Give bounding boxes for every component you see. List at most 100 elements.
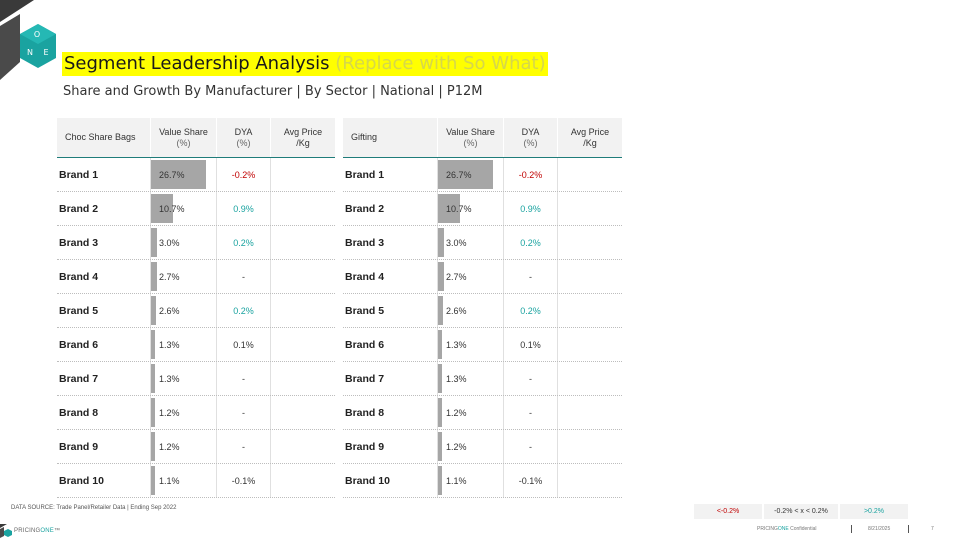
table-gifting: Gifting Value Share (%) DYA (%) Avg Price /…: [343, 118, 622, 498]
dya-value: -: [503, 362, 557, 395]
logo-letter-n: N: [27, 48, 33, 57]
avg-price-cell: [557, 192, 622, 225]
dya-value: 0.2%: [216, 226, 270, 259]
header-dya-unit: (%): [523, 137, 538, 148]
brand-name: Brand 1: [59, 168, 99, 181]
table-row: Brand 6 1.3% 0.1%: [343, 328, 622, 362]
value-share-bar: [438, 194, 461, 223]
dya-value: 0.9%: [503, 192, 557, 225]
avg-price-cell: [557, 328, 622, 361]
value-share-cell: 2.6%: [150, 294, 216, 327]
avg-price-cell: [270, 226, 335, 259]
value-share-cell: 3.0%: [150, 226, 216, 259]
footer-brand: PRICINGONE™: [14, 528, 60, 534]
header-avg-price-label: Avg Price: [283, 126, 323, 137]
value-share-cell: 1.2%: [437, 396, 503, 429]
avg-price-cell: [557, 260, 622, 293]
header-value-share-unit: (%): [463, 137, 478, 148]
brand-name: Brand 8: [59, 406, 99, 419]
confidential-suffix: Confidential: [788, 526, 817, 532]
title-so-what: (Replace with So What): [335, 53, 546, 74]
dya-value: -: [503, 260, 557, 293]
value-share-value: 10.7%: [159, 203, 185, 214]
value-share-cell: 10.7%: [150, 192, 216, 225]
table-row: Brand 9 1.2% -: [57, 430, 335, 464]
avg-price-cell: [270, 328, 335, 361]
brand-name: Brand 1: [345, 168, 385, 181]
dya-value: 0.2%: [216, 294, 270, 327]
avg-price-cell: [270, 192, 335, 225]
page-subtitle: Share and Growth By Manufacturer | By Se…: [63, 84, 483, 99]
table-row: Brand 6 1.3% 0.1%: [57, 328, 335, 362]
dya-value: -: [503, 430, 557, 463]
avg-price-cell: [557, 294, 622, 327]
dya-value: -: [216, 396, 270, 429]
value-share-value: 1.2%: [446, 441, 467, 452]
footer-brand-suffix: ONE: [40, 527, 55, 534]
brand-name: Brand 9: [59, 440, 99, 453]
dya-value: 0.1%: [503, 328, 557, 361]
value-share-bar: [438, 330, 442, 359]
footer-brand-prefix: PRICING: [14, 527, 41, 534]
header-avg-price-label: Avg Price: [570, 126, 610, 137]
brand-name: Brand 3: [59, 236, 99, 249]
value-share-bar: [438, 364, 442, 393]
value-share-bar: [151, 330, 155, 359]
value-share-value: 3.0%: [446, 237, 467, 248]
value-share-value: 1.3%: [446, 373, 467, 384]
value-share-bar: [438, 466, 442, 495]
table-row: Brand 4 2.7% -: [57, 260, 335, 294]
avg-price-cell: [557, 464, 622, 497]
dya-value: -0.1%: [216, 464, 270, 497]
avg-price-cell: [270, 158, 335, 191]
value-share-value: 26.7%: [446, 169, 472, 180]
header-value-share: Value Share (%): [150, 118, 216, 157]
page-title: Segment Leadership Analysis (Replace wit…: [62, 52, 548, 76]
value-share-cell: 1.1%: [437, 464, 503, 497]
brand-name: Brand 7: [59, 372, 99, 385]
value-share-value: 2.7%: [159, 271, 180, 282]
confidential-one: ONE: [777, 526, 789, 532]
page-number: 7: [931, 526, 934, 532]
data-source-note: DATA SOURCE: Trade Panel/Retailer Data |…: [11, 505, 177, 511]
logo-letter-o: O: [34, 30, 40, 39]
header-dya: DYA (%): [503, 118, 557, 157]
dya-value: 0.2%: [503, 294, 557, 327]
table-choc-share-bags: Choc Share Bags Value Share (%) DYA (%) Av…: [57, 118, 335, 498]
value-share-cell: 1.3%: [150, 362, 216, 395]
header-value-share: Value Share (%): [437, 118, 503, 157]
footer-date: 8/21/2025: [868, 526, 891, 532]
brand-name: Brand 5: [345, 304, 385, 317]
table-row: Brand 1 26.7% -0.2%: [57, 158, 335, 192]
value-share-value: 1.3%: [446, 339, 467, 350]
table-row: Brand 3 3.0% 0.2%: [57, 226, 335, 260]
value-share-value: 1.2%: [446, 407, 467, 418]
brand-name: Brand 7: [345, 372, 385, 385]
avg-price-cell: [270, 362, 335, 395]
legend-neutral: -0.2% < x < 0.2%: [764, 504, 838, 519]
header-dya-label: DYA: [234, 126, 253, 137]
table-row: Brand 8 1.2% -: [57, 396, 335, 430]
value-share-bar: [438, 296, 444, 325]
table-row: Brand 9 1.2% -: [343, 430, 622, 464]
dya-value: -0.1%: [503, 464, 557, 497]
value-share-cell: 26.7%: [150, 158, 216, 191]
table-row: Brand 10 1.1% -0.1%: [57, 464, 335, 498]
table-row: Brand 2 10.7% 0.9%: [57, 192, 335, 226]
footer-separator: [851, 525, 852, 533]
header-avg-price-unit: /Kg: [296, 137, 310, 148]
value-share-cell: 1.3%: [437, 362, 503, 395]
avg-price-cell: [557, 362, 622, 395]
value-share-value: 26.7%: [159, 169, 185, 180]
brand-name: Brand 8: [345, 406, 385, 419]
value-share-value: 1.3%: [159, 373, 180, 384]
value-share-value: 1.3%: [159, 339, 180, 350]
value-share-cell: 2.7%: [150, 260, 216, 293]
brand-name: Brand 10: [345, 474, 390, 487]
table-row: Brand 1 26.7% -0.2%: [343, 158, 622, 192]
avg-price-cell: [557, 430, 622, 463]
value-share-cell: 1.2%: [150, 396, 216, 429]
dya-value: 0.1%: [216, 328, 270, 361]
value-share-bar: [151, 296, 157, 325]
brand-name: Brand 9: [345, 440, 385, 453]
